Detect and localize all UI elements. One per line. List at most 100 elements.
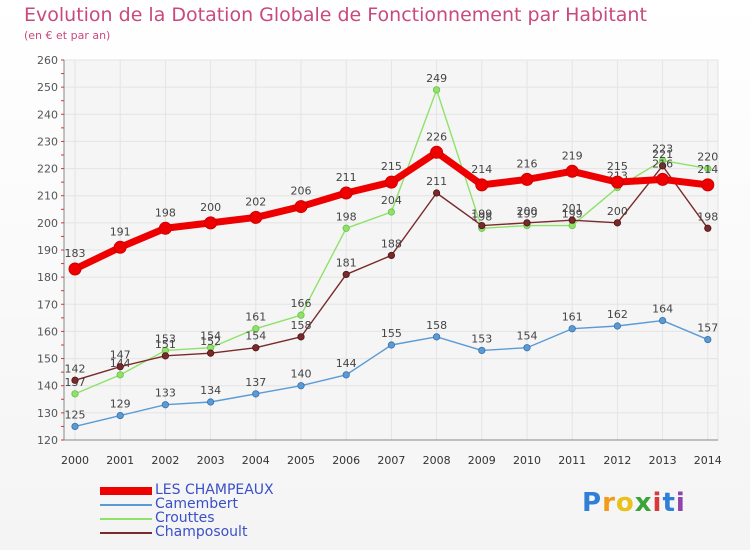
data-point <box>161 401 169 409</box>
legend-swatch <box>100 487 152 495</box>
y-tick-label: 120 <box>37 434 58 447</box>
data-label: 154 <box>245 330 266 343</box>
data-label: 221 <box>652 148 673 161</box>
data-point <box>342 270 350 279</box>
data-point <box>158 221 172 235</box>
legend-swatch <box>100 532 152 534</box>
logo-letter: o <box>615 488 635 518</box>
data-label: 142 <box>65 362 86 375</box>
data-point <box>475 178 489 192</box>
y-tick-label: 190 <box>37 244 58 257</box>
logo-letter: i <box>675 488 686 518</box>
data-point <box>658 316 667 325</box>
data-label: 198 <box>155 206 176 219</box>
data-label: 162 <box>607 308 628 321</box>
data-label: 151 <box>155 338 176 351</box>
y-tick-label: 210 <box>37 190 58 203</box>
data-point <box>523 344 531 352</box>
data-point <box>249 210 263 224</box>
data-point <box>613 219 622 227</box>
data-label: 152 <box>200 335 221 348</box>
data-point <box>523 219 531 227</box>
data-label: 211 <box>336 171 357 184</box>
data-point <box>252 325 260 333</box>
x-tick-label: 2005 <box>287 454 315 467</box>
data-label: 204 <box>381 194 402 207</box>
y-tick-label: 230 <box>37 135 58 148</box>
data-point <box>704 164 712 173</box>
logo-letter: P <box>582 488 603 518</box>
data-label: 199 <box>471 208 492 221</box>
data-label: 161 <box>562 311 583 324</box>
data-label: 216 <box>517 157 538 170</box>
data-label: 226 <box>426 130 447 143</box>
data-point <box>116 411 124 420</box>
data-point <box>207 349 215 357</box>
data-label: 199 <box>562 208 583 221</box>
x-tick-label: 2012 <box>603 454 631 467</box>
data-point <box>610 175 624 189</box>
data-point <box>116 371 124 379</box>
data-label: 214 <box>697 163 718 176</box>
data-point <box>704 224 712 232</box>
y-tick-label: 260 <box>37 54 58 67</box>
logo-letter: t <box>662 488 676 518</box>
data-label: 200 <box>607 205 628 218</box>
data-point <box>207 398 215 406</box>
data-label: 140 <box>291 368 312 381</box>
data-label: 200 <box>517 205 538 218</box>
data-point <box>71 376 79 384</box>
x-tick-label: 2000 <box>61 454 89 467</box>
data-point <box>478 346 486 355</box>
x-tick-label: 2008 <box>423 454 451 467</box>
data-point <box>71 422 79 431</box>
data-point <box>701 178 715 192</box>
data-label: 211 <box>426 175 447 188</box>
data-point <box>252 390 260 398</box>
data-point <box>204 216 218 230</box>
proxiti-logo: Proxiti <box>582 488 686 518</box>
y-tick-label: 240 <box>37 108 58 121</box>
y-tick-label: 160 <box>37 325 58 338</box>
data-point <box>520 172 534 186</box>
x-tick-label: 2002 <box>151 454 179 467</box>
data-label: 223 <box>652 142 673 155</box>
data-point <box>432 189 441 197</box>
data-point <box>704 335 712 344</box>
x-tick-label: 2014 <box>694 454 722 467</box>
data-point <box>432 86 441 94</box>
data-point <box>568 216 576 224</box>
x-tick-label: 2013 <box>649 454 677 467</box>
data-label: 158 <box>291 319 312 332</box>
data-label: 200 <box>200 201 221 214</box>
legend-label: Crouttes <box>155 510 215 526</box>
legend-label: LES CHAMPEAUX <box>155 482 274 498</box>
legend-label: Champosoult <box>155 524 248 540</box>
data-point <box>430 145 444 159</box>
data-label: 133 <box>155 387 176 400</box>
data-point <box>294 200 308 214</box>
x-tick-label: 2003 <box>197 454 225 467</box>
data-point <box>565 164 579 178</box>
data-point <box>161 352 169 360</box>
legend-label: Camembert <box>155 496 238 512</box>
data-label: 214 <box>471 163 492 176</box>
data-point <box>568 325 576 333</box>
y-tick-label: 140 <box>37 380 58 393</box>
legend-swatch <box>100 518 152 520</box>
data-label: 219 <box>562 149 583 162</box>
data-label: 153 <box>155 332 176 345</box>
data-point <box>432 333 441 341</box>
y-tick-label: 200 <box>37 217 58 230</box>
data-point <box>297 333 305 341</box>
data-label: 249 <box>426 72 447 85</box>
data-label: 220 <box>697 151 718 164</box>
x-tick-label: 2001 <box>106 454 134 467</box>
y-tick-label: 150 <box>37 353 58 366</box>
x-tick-label: 2004 <box>242 454 270 467</box>
data-label: 155 <box>381 327 402 340</box>
data-label: 164 <box>652 303 673 316</box>
data-label: 147 <box>110 349 131 362</box>
data-point <box>658 162 667 170</box>
